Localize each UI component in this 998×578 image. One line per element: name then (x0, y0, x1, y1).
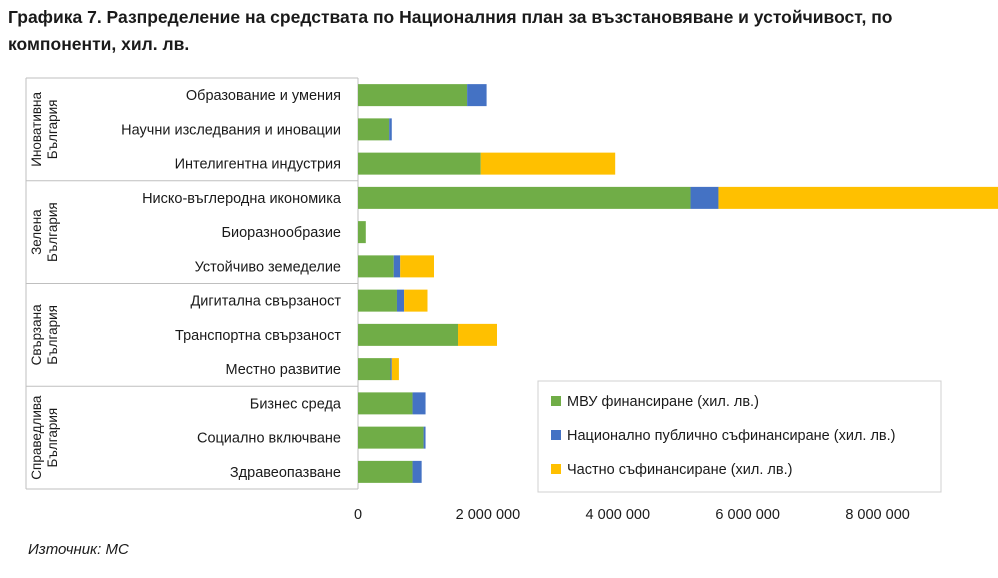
legend-swatch (551, 396, 561, 406)
bar-segment (358, 186, 691, 209)
legend-swatch (551, 430, 561, 440)
x-tick-label: 4 000 000 (586, 507, 651, 523)
x-tick-label: 2 000 000 (456, 507, 521, 523)
bar-segment (480, 152, 616, 175)
category-label: Научни изследвания и иновации (121, 122, 341, 138)
bar-segment (412, 460, 422, 483)
bar-segment (458, 323, 497, 346)
bar-segment (400, 255, 434, 278)
category-label: Образование и умения (186, 88, 341, 104)
chart-title: Графика 7. Разпределение на средствата п… (8, 7, 893, 54)
bar-segment (690, 186, 719, 209)
group-label: СправедливаБългария (29, 395, 60, 480)
bar-segment (393, 255, 401, 278)
legend-box (537, 380, 942, 493)
bar-segment (718, 186, 998, 209)
bar-segment (358, 289, 397, 312)
source-note: Източник: МС (28, 541, 129, 558)
category-label: Бизнес среда (250, 396, 342, 412)
category-label: Дигитална свързаност (190, 294, 341, 310)
bar-segment (396, 289, 405, 312)
category-label: Биоразнообразие (221, 225, 341, 241)
category-label: Социално включване (197, 431, 341, 447)
bar-segment (358, 152, 481, 175)
bar-segment (358, 118, 390, 141)
bar-segment (412, 392, 426, 415)
x-tick-label: 8 000 000 (845, 507, 910, 523)
x-tick-label: 0 (354, 507, 362, 523)
bar-segment (391, 358, 399, 381)
bar-segment (358, 323, 459, 346)
group-label: ЗеленаБългария (29, 202, 60, 262)
category-label: Устойчиво земеделие (195, 259, 341, 275)
bar-segment (358, 460, 413, 483)
bar-segment (358, 84, 468, 107)
legend-label: Частно съфинансиране (хил. лв.) (567, 462, 792, 478)
bar-segment (358, 392, 413, 415)
legend-label: Национално публично съфинансиране (хил. … (567, 428, 896, 444)
bar-segment (390, 358, 392, 381)
bar-segment (467, 84, 487, 107)
legend-label: МВУ финансиране (хил. лв.) (567, 394, 759, 410)
legend-swatch (551, 464, 561, 474)
bar-segment (358, 358, 391, 381)
category-label: Транспортна свързаност (175, 328, 341, 344)
bar-segment (423, 426, 426, 449)
category-label: Интелигентна индустрия (175, 157, 341, 173)
x-tick-label: 6 000 000 (715, 507, 780, 523)
category-label: Ниско-въглеродна икономика (142, 191, 342, 207)
group-label: СвързанаБългария (29, 304, 60, 365)
bar-segment (358, 426, 424, 449)
bar-segment (389, 118, 392, 141)
category-label: Здравеопазване (230, 465, 341, 481)
category-label: Местно развитие (225, 362, 341, 378)
bar-segment (358, 221, 366, 244)
group-label: ИновативнаБългария (29, 92, 60, 167)
bar-segment (358, 255, 394, 278)
bar-segment (404, 289, 428, 312)
